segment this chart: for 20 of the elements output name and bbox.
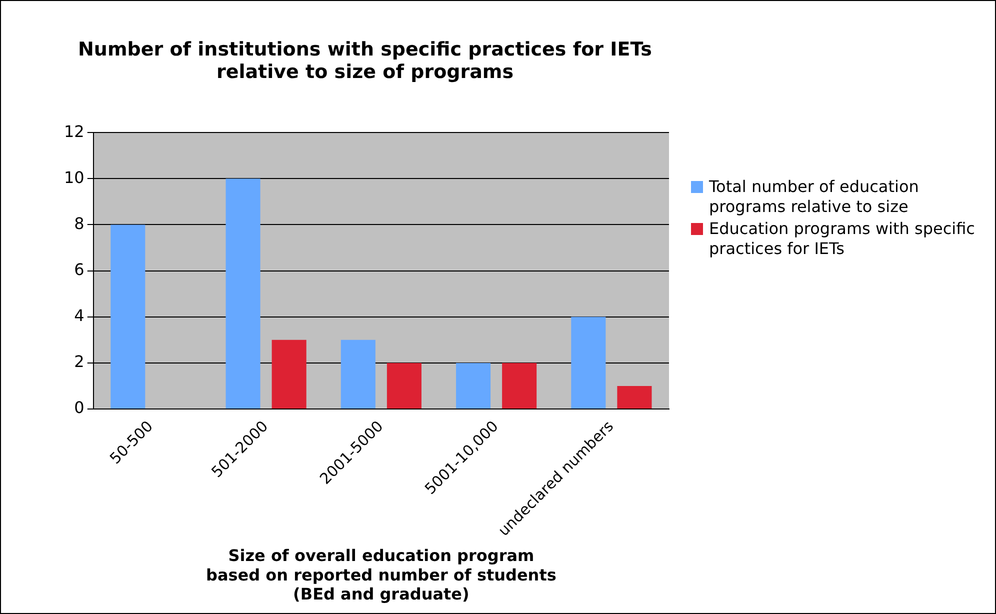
- y-tick-label: 8: [74, 214, 84, 233]
- legend-label: Education programs with specific practices for IETs: [709, 219, 976, 259]
- y-tick-label: 2: [74, 352, 84, 372]
- chart-title: Number of institutions with specific practices for IETs relative to size of programs: [78, 38, 652, 84]
- bar: [340, 340, 376, 409]
- bar: [110, 224, 146, 409]
- bar: [571, 316, 606, 409]
- bar: [617, 386, 652, 409]
- y-tick-label: 0: [74, 398, 84, 418]
- y-tick-label: 6: [74, 260, 84, 279]
- bar: [456, 362, 491, 409]
- y-tick-label: 10: [64, 168, 84, 187]
- bar: [226, 178, 260, 409]
- bar: [502, 362, 537, 409]
- x-axis-title: Size of overall education program based on reported number of students (BEd and graduate): [206, 546, 556, 604]
- y-tick-label: 4: [74, 306, 84, 326]
- bar: [272, 340, 306, 409]
- bar: [386, 362, 422, 409]
- y-tick-label: 12: [64, 122, 84, 141]
- legend-label: Total number of education programs relative to size: [709, 177, 920, 217]
